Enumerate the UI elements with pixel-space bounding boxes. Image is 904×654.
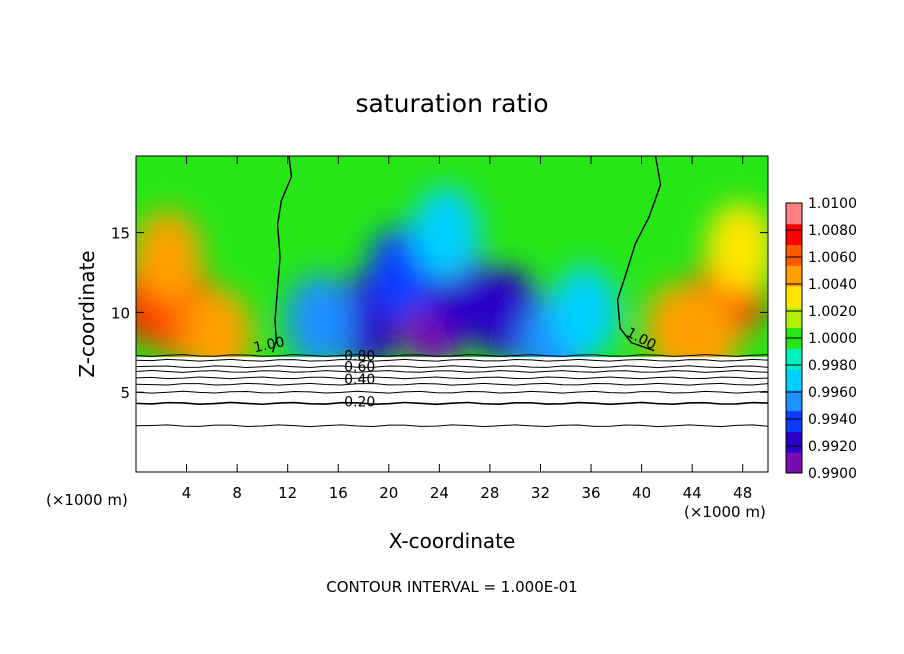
field-cell-6 <box>706 202 768 295</box>
colorbar: 1.0100 1.0080 1.0060 1.0040 1.0020 1.0000 0.99… <box>785 196 857 482</box>
field-cell-16 <box>550 266 619 359</box>
x-tick-label-32: 32 <box>531 484 550 502</box>
colorbar-label-9: 0.9920 <box>808 439 857 455</box>
field-cell-2 <box>136 210 202 303</box>
contour-line-0_7 <box>136 365 768 369</box>
colorbar-label-10: 0.9900 <box>808 466 857 482</box>
y-axis: 5 10 15 <box>111 225 768 402</box>
x-tick-label-20: 20 <box>379 484 398 502</box>
colorbar-swatch-0 <box>786 452 802 474</box>
x-tick-label-24: 24 <box>430 484 449 502</box>
x-tick-label-36: 36 <box>581 484 600 502</box>
x-tick-label-40: 40 <box>632 484 651 502</box>
contour-line-0_3 <box>136 390 768 394</box>
contour-lines <box>136 156 768 428</box>
colorbar-swatch-2 <box>786 410 802 432</box>
chart-title: saturation ratio <box>355 89 548 118</box>
contour-line-0_9 <box>136 354 768 357</box>
y-tick-label-15: 15 <box>111 225 130 243</box>
x-tick-label-48: 48 <box>733 484 752 502</box>
x-tick-label-12: 12 <box>278 484 297 502</box>
contour-label-3: 0.60 <box>344 359 375 375</box>
plot-area: 1.00 1.000.800.600.400.20 4 8 12 16 20 24 28 32 3… <box>111 155 769 502</box>
field-cell-14 <box>285 274 354 367</box>
x-tick-label-16: 16 <box>329 484 348 502</box>
colorbar-label-7: 0.9960 <box>808 385 857 401</box>
x-tick-label-44: 44 <box>683 484 702 502</box>
x-tick-label-8: 8 <box>232 484 242 502</box>
y-tick-label-10: 10 <box>111 304 130 322</box>
y-axis-label: Z-coordinate <box>75 250 99 377</box>
colorbar-swatch-7 <box>786 306 802 329</box>
colorbar-label-6: 0.9980 <box>808 358 857 374</box>
x-axis: 4 8 12 16 20 24 28 32 36 40 44 48 <box>182 156 752 502</box>
colorbar-label-0: 1.0100 <box>808 196 857 212</box>
x-unit-right: (×1000 m) <box>684 503 766 521</box>
contour-label-4: 0.40 <box>344 372 375 388</box>
colorbar-label-8: 0.9940 <box>808 412 857 428</box>
colorbar-swatch-4 <box>786 369 802 391</box>
colorbar-label-3: 1.0040 <box>808 277 857 293</box>
colorbar-label-4: 1.0020 <box>808 304 857 320</box>
terrain-mask <box>136 357 768 472</box>
contour-label-0: 1.00 <box>252 334 286 356</box>
field-cell-7 <box>645 282 714 375</box>
contour-line-0_8 <box>136 358 768 362</box>
contour-line-1_00-right <box>616 156 662 352</box>
x-tick-label-4: 4 <box>182 484 192 502</box>
colorbar-swatch-10 <box>786 244 802 266</box>
colorbar-swatch-8 <box>786 286 802 308</box>
colorbar-swatch-3 <box>786 389 802 412</box>
colorbar-swatch-11 <box>786 223 802 246</box>
colorbar-swatch-5 <box>786 348 802 370</box>
contour-label-5: 0.20 <box>344 395 375 411</box>
colorbar-label-2: 1.0060 <box>808 250 857 266</box>
contour-interval-note: CONTOUR INTERVAL = 1.000E-01 <box>326 578 577 596</box>
x-axis-label: X-coordinate <box>389 529 516 553</box>
contour-line-0_4 <box>136 382 768 386</box>
colorbar-swatch-9 <box>786 265 802 287</box>
contour-label-2: 0.80 <box>344 348 375 364</box>
colorbar-swatch-1 <box>786 431 802 453</box>
contour-line-0_6 <box>136 370 768 373</box>
x-tick-label-28: 28 <box>480 484 499 502</box>
plot-frame <box>135 155 769 473</box>
colorbar-swatch-12 <box>786 203 802 225</box>
y-tick-label-5: 5 <box>120 384 130 402</box>
contour-line-1_00-left <box>271 156 293 353</box>
contour-line-0_2 <box>136 401 768 406</box>
colorbar-label-5: 1.0000 <box>808 331 857 347</box>
contour-line-0_1 <box>136 424 768 428</box>
x-unit-left: (×1000 m) <box>46 491 128 509</box>
field-cell-15 <box>411 186 480 279</box>
contour-line-0_5 <box>136 376 768 380</box>
colorbar-label-1: 1.0080 <box>808 223 857 239</box>
